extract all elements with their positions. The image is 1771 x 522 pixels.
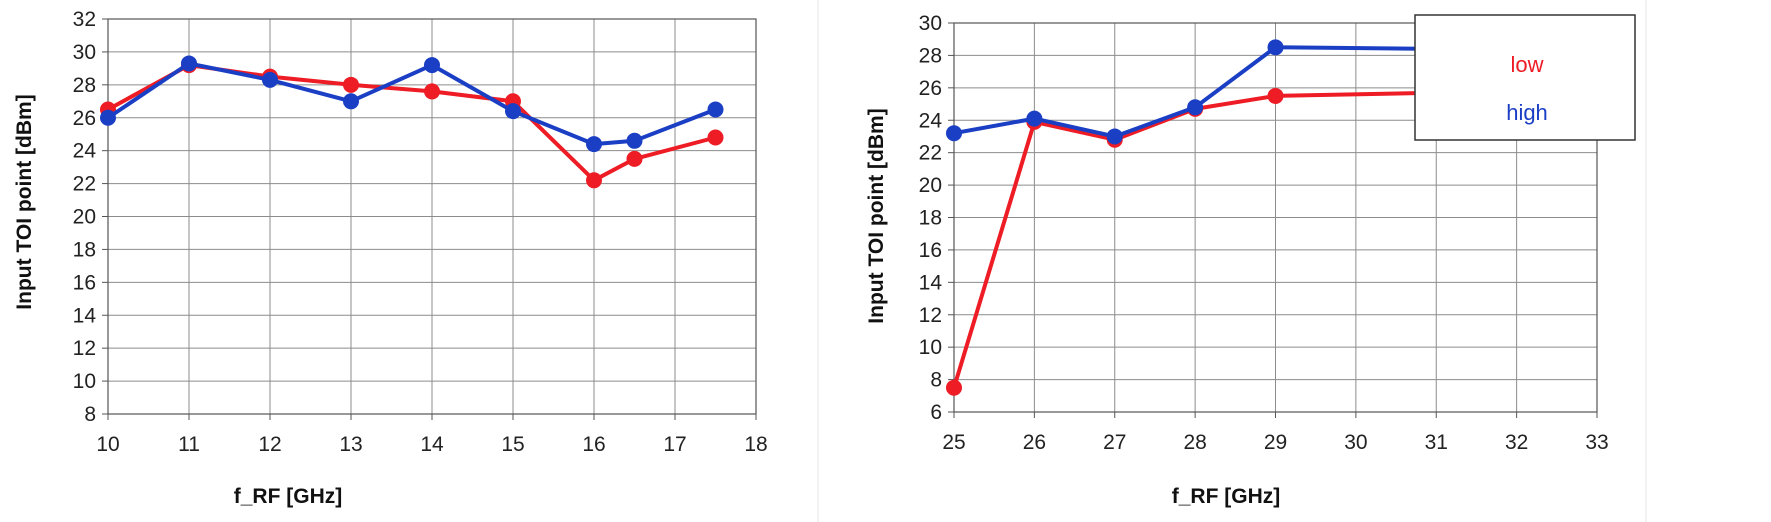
y-tick-label: 30 — [73, 41, 96, 64]
y-tick-label: 8 — [84, 403, 96, 426]
x-axis-title: f_RF [GHz] — [234, 485, 343, 508]
data-point-low — [946, 379, 962, 396]
x-tick-label: 26 — [1023, 431, 1046, 454]
x-tick-label: 25 — [942, 431, 965, 454]
data-point-high — [707, 101, 724, 118]
data-point-high — [626, 132, 643, 149]
data-point-low — [626, 150, 643, 167]
data-point-high — [1267, 39, 1284, 56]
x-tick-label: 11 — [178, 433, 200, 456]
y-tick-label: 14 — [73, 304, 97, 327]
y-axis-title: Input TOI point [dBm] — [865, 108, 888, 323]
y-tick-label: 26 — [919, 77, 942, 100]
data-point-high — [1026, 110, 1043, 127]
x-tick-label: 16 — [582, 433, 605, 456]
x-tick-label: 14 — [420, 433, 444, 456]
ticks: 6 8 10 12 14 16 18 20 22 24 26 28 30 25 26 27 28 29 30 31 32… — [919, 12, 1609, 454]
data-point-low — [343, 76, 359, 93]
x-tick-label: 29 — [1264, 431, 1287, 454]
x-tick-label: 31 — [1425, 431, 1448, 454]
y-tick-label: 14 — [919, 271, 943, 294]
x-tick-label: 28 — [1183, 431, 1206, 454]
y-tick-label: 12 — [73, 337, 96, 360]
y-tick-label: 32 — [73, 8, 96, 31]
data-point-low — [1267, 87, 1284, 104]
plot-frame — [953, 22, 1598, 413]
data-point-high — [586, 136, 602, 153]
y-tick-label: 28 — [73, 74, 96, 97]
x-tick-label: 12 — [258, 433, 281, 456]
y-tick-label: 26 — [73, 107, 96, 130]
y-tick-label: 16 — [919, 239, 942, 262]
x-tick-label: 30 — [1344, 431, 1367, 454]
data-point-low — [424, 83, 440, 100]
legend: low high — [1414, 14, 1636, 141]
grid — [102, 18, 757, 420]
data-point-high — [1187, 99, 1204, 116]
y-tick-label: 24 — [919, 109, 943, 132]
data-point-low — [707, 129, 724, 146]
y-tick-label: 22 — [919, 142, 942, 165]
x-tick-label: 32 — [1505, 431, 1528, 454]
y-tick-label: 12 — [919, 304, 942, 327]
data-point-high — [1106, 128, 1123, 145]
y-tick-label: 20 — [73, 206, 96, 229]
data-point-high — [424, 57, 440, 74]
series-line-high — [106, 61, 717, 147]
data-point-high — [946, 125, 962, 142]
data-point-high — [100, 109, 116, 126]
y-tick-label: 6 — [930, 401, 942, 424]
y-tick-label: 18 — [73, 238, 96, 261]
y-tick-label: 16 — [73, 271, 96, 294]
x-tick-label: 27 — [1103, 431, 1126, 454]
y-axis-title: Input TOI point [dBm] — [13, 94, 36, 309]
y-tick-label: 10 — [919, 336, 942, 359]
legend-box — [1414, 14, 1636, 141]
x-tick-label: 10 — [96, 433, 119, 456]
y-tick-label: 24 — [73, 140, 97, 163]
data-point-low — [586, 172, 602, 189]
legend-entry-low: low — [1510, 52, 1543, 77]
x-tick-label: 33 — [1585, 431, 1608, 454]
data-point-high — [505, 103, 521, 120]
legend-entry-high: high — [1506, 100, 1548, 125]
x-tick-label: 17 — [663, 433, 686, 456]
data-point-high — [343, 93, 359, 110]
y-tick-label: 20 — [919, 174, 942, 197]
y-tick-label: 8 — [930, 369, 942, 392]
data-point-high — [262, 71, 278, 88]
data-point-high — [181, 55, 197, 72]
y-tick-label: 30 — [919, 12, 942, 35]
x-tick-label: 18 — [744, 433, 767, 456]
x-tick-label: 13 — [339, 433, 362, 456]
x-tick-label: 15 — [501, 433, 524, 456]
y-tick-label: 22 — [73, 173, 96, 196]
series-line-low — [107, 63, 717, 183]
y-tick-label: 10 — [73, 370, 96, 393]
y-tick-label: 18 — [919, 207, 942, 230]
x-axis-title: f_RF [GHz] — [1172, 485, 1281, 508]
series-layer — [100, 55, 724, 189]
y-tick-label: 28 — [919, 44, 942, 67]
plot-frame — [107, 18, 757, 415]
